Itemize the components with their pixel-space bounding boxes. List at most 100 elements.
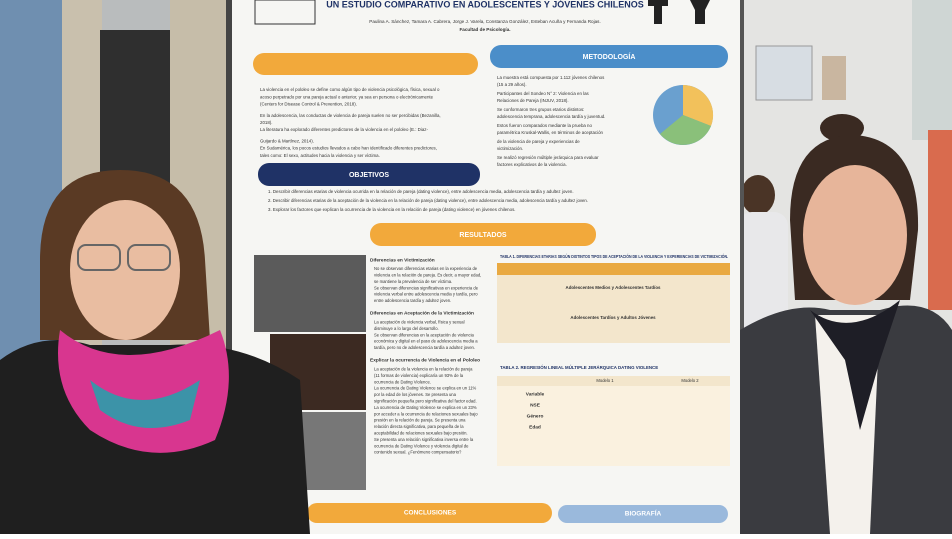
background-person bbox=[741, 175, 775, 215]
results-text: significación pequeña pero significativa… bbox=[374, 399, 477, 404]
wall-poster bbox=[822, 56, 846, 100]
background-person bbox=[738, 212, 788, 332]
intro-text: La violencia en el pololeo se define com… bbox=[260, 87, 440, 92]
results-subheading: Diferencias en Victimización bbox=[370, 257, 435, 263]
scarf bbox=[810, 300, 900, 430]
window bbox=[912, 0, 952, 140]
table-subhead: Adolescentes Medios y Adolescentes Tardí… bbox=[566, 285, 661, 290]
results-subheading: Explicar la ocurrencia de Violencia en e… bbox=[370, 358, 480, 364]
intro-text: En la adolescencia, las conductas de vio… bbox=[260, 113, 441, 118]
results-text: ocurrencia de Dating Violence y violenci… bbox=[374, 443, 469, 448]
methodology-text: paramétrica Kruskal-Wallis, en términos … bbox=[497, 130, 604, 135]
header-pill bbox=[307, 503, 552, 523]
header-pill bbox=[490, 45, 728, 68]
logo-icon bbox=[254, 0, 316, 25]
poster-authors: Paulina A. Sánchez, Tamara A. Cabrera, J… bbox=[369, 19, 600, 24]
hair-bun bbox=[820, 114, 864, 142]
results-text: contenido sexual. ¿Fenómeno compensatori… bbox=[374, 450, 462, 455]
poster-affiliation: Facultad de Psicología. bbox=[459, 27, 510, 32]
stand-frame bbox=[226, 0, 234, 534]
results-text: La aceptación de la violencia en la rela… bbox=[374, 367, 473, 372]
results-text: se mantiene la prevalencia de ser víctim… bbox=[374, 279, 452, 284]
results-text: Se observan diferencias en la aceptación… bbox=[374, 332, 475, 337]
table-row-label: Género bbox=[527, 413, 544, 419]
results-text: La ocurrencia de Dating Violence se expl… bbox=[374, 405, 477, 410]
results-text: violencia en la relación de pareja. Es d… bbox=[374, 273, 481, 278]
results-text: Se observan diferencias significativas e… bbox=[374, 285, 479, 290]
results-text: violencia verbal entre adolescencia medi… bbox=[374, 292, 478, 297]
results-text: La ocurrencia de Dating Violence se expl… bbox=[374, 386, 477, 391]
methodology-text: La muestra está compuesta por 1.112 jóve… bbox=[497, 75, 605, 80]
table-body bbox=[497, 386, 730, 466]
section-heading: RESULTADOS bbox=[459, 232, 507, 239]
table-title: TABLA 1. DIFERENCIAS ETARIAS SEGÚN DISTI… bbox=[500, 254, 728, 259]
results-text: (11 formas de violencia) explicaría un 9… bbox=[374, 373, 464, 378]
results-text: relación directa significativa, para peq… bbox=[374, 424, 464, 429]
intro-text: Guijardo & Martínez, 2014). bbox=[260, 138, 314, 143]
poster-photo bbox=[254, 255, 366, 332]
section-heading: CONCLUSIONES bbox=[404, 510, 457, 517]
table-row-label: NSE bbox=[530, 402, 541, 408]
pie-slice bbox=[683, 84, 714, 126]
results-text: por acceder a la ocurrencia de relacione… bbox=[374, 411, 478, 416]
poster-title: UN ESTUDIO COMPARATIVO EN ADOLESCENTES Y… bbox=[326, 0, 644, 9]
stand-frame bbox=[738, 0, 744, 534]
gender-icons bbox=[648, 0, 710, 24]
person-face bbox=[70, 200, 180, 340]
results-text: entre adolescencia tardía y adultez jove… bbox=[374, 298, 451, 303]
table-header bbox=[497, 263, 730, 275]
intro-text: acoso perpetrado por una pareja actual o… bbox=[260, 94, 434, 99]
table-body bbox=[497, 275, 730, 343]
table-title: TABLA 2. REGRESIÓN LINEAL MÚLTIPLE JERÁR… bbox=[500, 365, 658, 370]
wall-poster bbox=[755, 45, 813, 101]
methodology-text: Relaciones de Pareja (INJUV, 2018). bbox=[497, 98, 569, 103]
header-pill bbox=[253, 53, 478, 75]
table-header bbox=[497, 376, 730, 386]
header-pill bbox=[258, 163, 480, 186]
objective-item: 1. Describir diferencias etarias de viol… bbox=[268, 189, 574, 194]
results-text: aceptabilidad de relaciones sexuales baj… bbox=[374, 431, 468, 436]
table-subhead: Adolescentes Tardíos y Adultos Jóvenes bbox=[570, 315, 656, 320]
table-model: Modelo 2 bbox=[681, 378, 699, 383]
person-face bbox=[803, 165, 907, 305]
glasses bbox=[127, 244, 171, 271]
scarf bbox=[90, 380, 200, 428]
intro-text: tales como: El sexo, actitudes hacia la … bbox=[260, 153, 380, 158]
intro-text: 2018). bbox=[260, 120, 272, 125]
intro-text: En Sudamérica, los pocos estudios llevad… bbox=[260, 146, 437, 151]
section-heading: BIOGRAFÍA bbox=[625, 509, 662, 518]
results-subheading: Diferencias en Aceptación de la Victimiz… bbox=[370, 311, 474, 317]
methodology-text: Se conformaron tres grupos etarios disti… bbox=[497, 107, 584, 112]
header-pill bbox=[370, 223, 596, 246]
results-text: ocurrencia de Dating Violence. bbox=[374, 379, 431, 384]
results-text: disminuye a lo largo del desarrollo. bbox=[374, 326, 439, 331]
methodology-text: adolescencia temprana, adolescencia tard… bbox=[497, 114, 605, 119]
pie-slice bbox=[660, 115, 711, 145]
results-text: tardía, pero no de adolescencia tardía a… bbox=[374, 345, 475, 350]
intro-text: La literatura ha explorado diferentes pr… bbox=[260, 127, 428, 132]
methodology-text: de la violencia de pareja y experiencias… bbox=[497, 139, 580, 144]
table-row-label: Edad bbox=[529, 424, 541, 430]
methodology-text: factores explicativos de la violencia. bbox=[497, 162, 567, 167]
results-text: presión en la relación de pareja. Se pre… bbox=[374, 418, 466, 423]
objective-item: 2. Describir diferencias etarias de la a… bbox=[268, 198, 588, 203]
results-text: No se observan diferencias etarias en la… bbox=[374, 266, 478, 271]
glasses bbox=[77, 244, 121, 271]
results-text: Se presenta una relación significativa i… bbox=[374, 437, 474, 442]
header-pill bbox=[558, 505, 728, 523]
banner bbox=[928, 130, 952, 310]
methodology-text: victimización. bbox=[497, 146, 523, 151]
results-text: económica y digital en el paso de adoles… bbox=[374, 339, 478, 344]
table-model: Modelo 1 bbox=[596, 378, 614, 383]
table-row-label: Variable bbox=[526, 391, 545, 397]
intro-text: (Centers for Disease Control & Preventio… bbox=[260, 102, 357, 107]
section-heading: METODOLOGÍA bbox=[583, 52, 636, 61]
scarf bbox=[58, 330, 229, 453]
methodology-text: Participantes del Sondeo N° 2: Violencia… bbox=[497, 91, 590, 96]
methodology-text: (15 a 29 años). bbox=[497, 82, 527, 87]
results-text: por la edad de los jóvenes. Se presenta … bbox=[374, 392, 457, 397]
objective-item: 3. Explorar los factores que explican la… bbox=[268, 207, 515, 212]
results-text: La aceptación de violencia verbal, físic… bbox=[374, 320, 465, 325]
methodology-text: Se realizó regresión múltiple jerárquica… bbox=[497, 155, 599, 160]
